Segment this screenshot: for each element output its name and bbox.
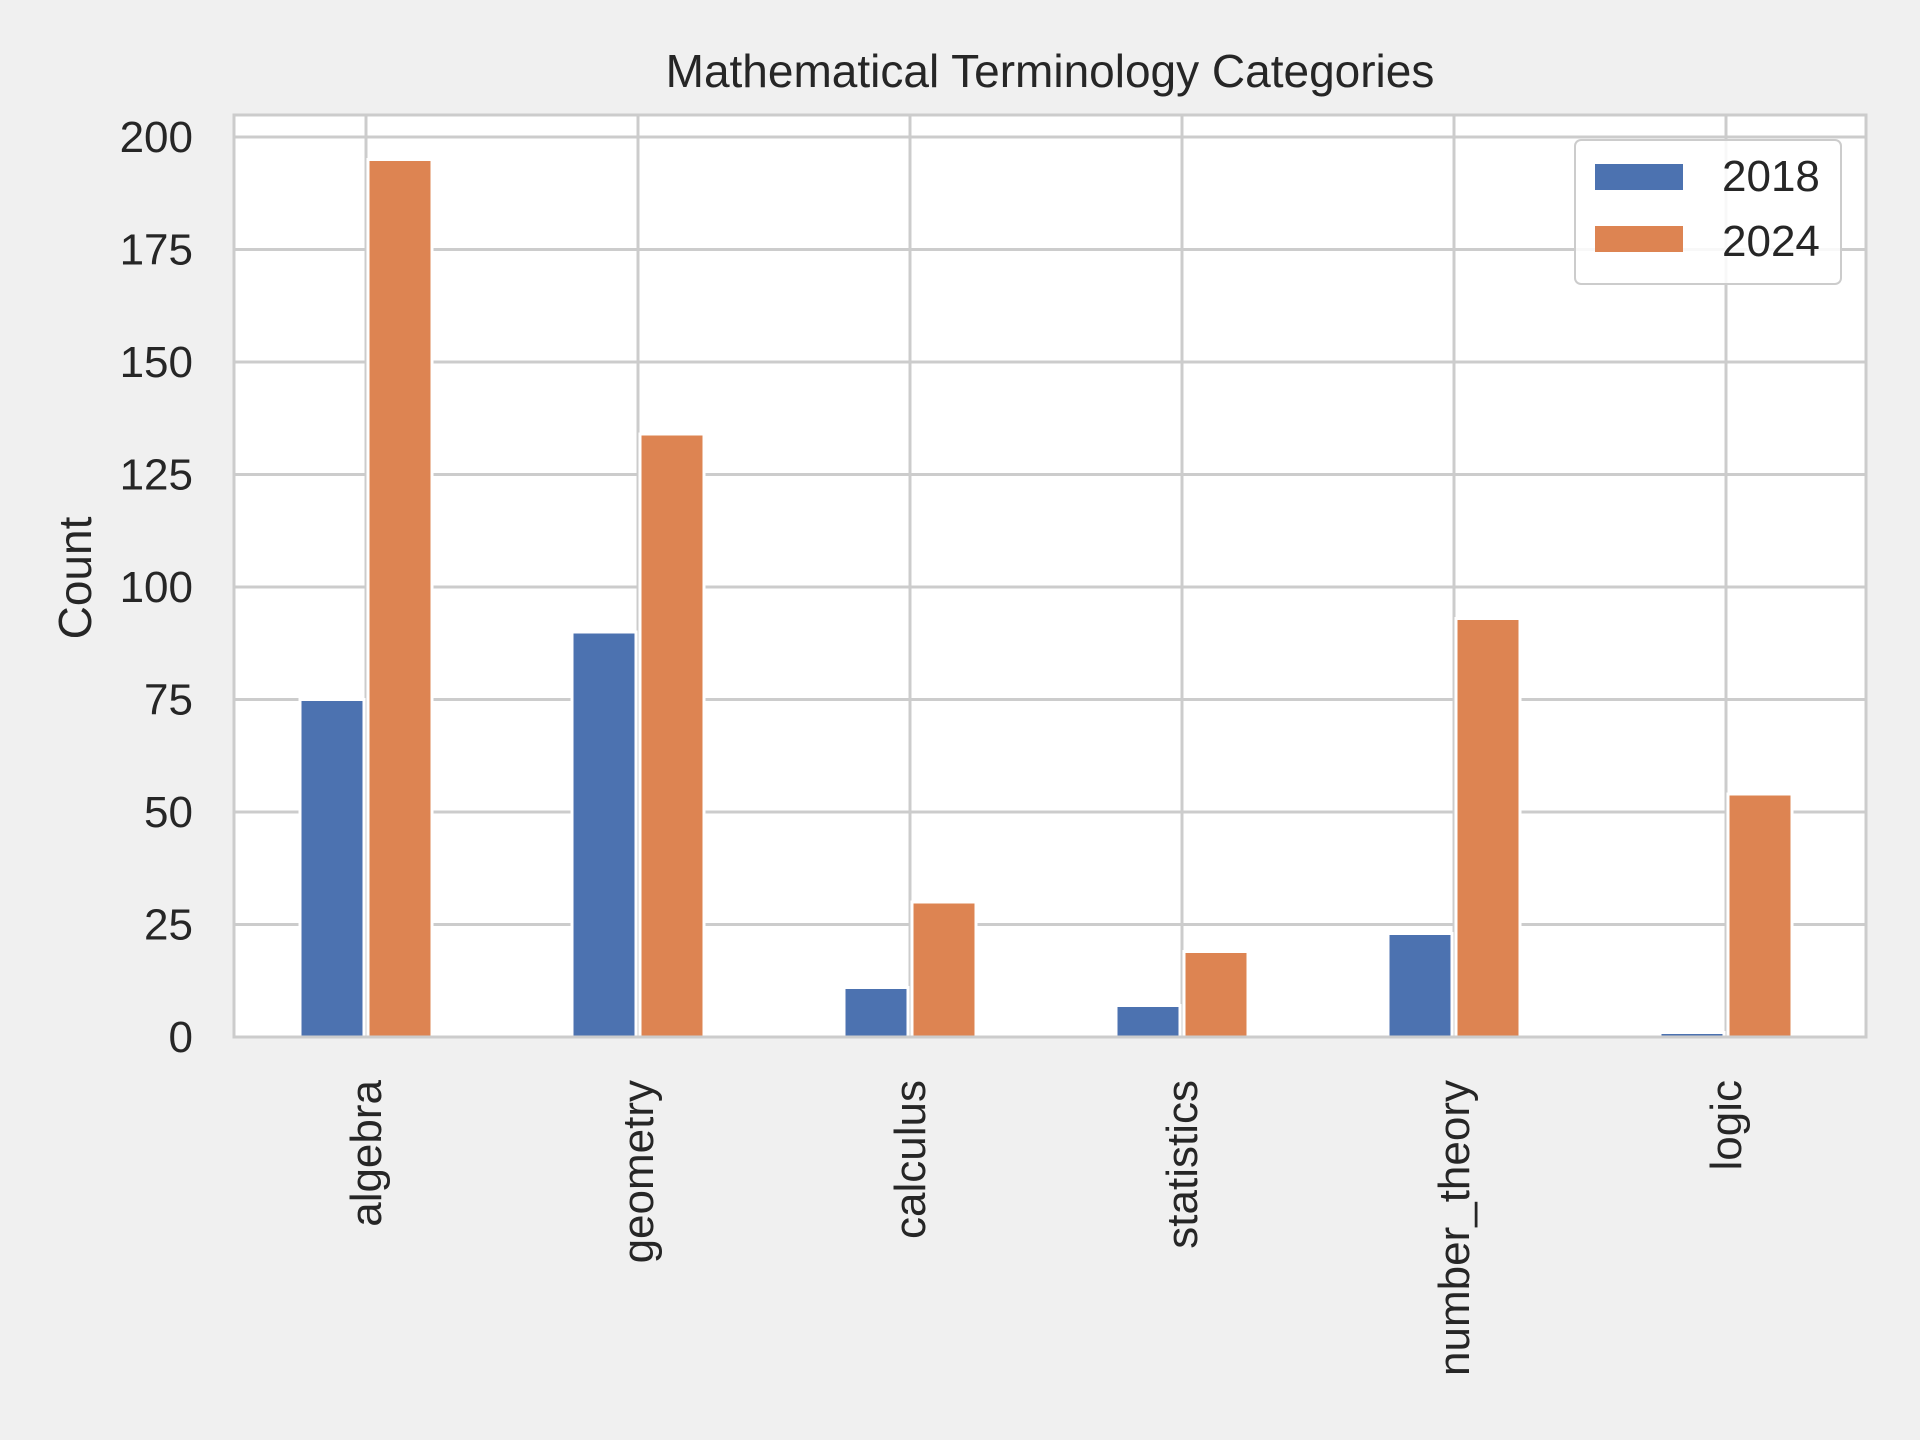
legend-label-2024: 2024 [1722,217,1820,266]
bar-2018-number_theory [1386,932,1454,1039]
x-tick-label: number_theory [1430,1080,1479,1376]
bar-2024-algebra [366,158,434,1039]
y-axis-label: Count [49,516,101,639]
x-tick-labels: algebra geometry calculus statistics number_… [342,1079,1751,1375]
y-tick-label: 100 [120,563,193,612]
x-tick-label: calculus [886,1080,935,1239]
y-tick-label: 200 [120,113,193,162]
bar-2024-statistics [1182,950,1250,1039]
bar-2018-statistics [1114,1004,1182,1039]
bar-2018-algebra [298,698,366,1039]
y-tick-label: 75 [144,676,193,725]
legend: 2018 2024 [1574,139,1842,285]
bars [298,158,1794,1039]
y-tick-label: 50 [144,788,193,837]
legend-label-2018: 2018 [1722,152,1820,201]
y-tick-label: 0 [169,1013,193,1062]
y-tick-label: 175 [120,226,193,275]
bar-2024-number_theory [1454,617,1522,1039]
legend-swatch-2024 [1595,226,1683,252]
bar-2024-geometry [638,432,706,1039]
chart-title: Mathematical Terminology Categories [666,45,1435,97]
y-tick-labels: 0 25 50 75 100 125 150 175 200 [120,113,193,1062]
bar-2018-geometry [570,630,638,1039]
x-tick-label: statistics [1158,1080,1207,1249]
x-tick-label: logic [1702,1080,1751,1171]
y-tick-label: 125 [120,451,193,500]
x-tick-label: geometry [614,1080,663,1263]
bar-2018-calculus [842,986,910,1039]
legend-swatch-2018 [1595,164,1683,190]
plot-frame [232,113,1868,1039]
x-tick-label: algebra [342,1079,391,1226]
y-tick-label: 150 [120,338,193,387]
y-tick-label: 25 [144,901,193,950]
bar-2024-logic [1726,792,1794,1039]
bar-2024-calculus [910,900,978,1039]
